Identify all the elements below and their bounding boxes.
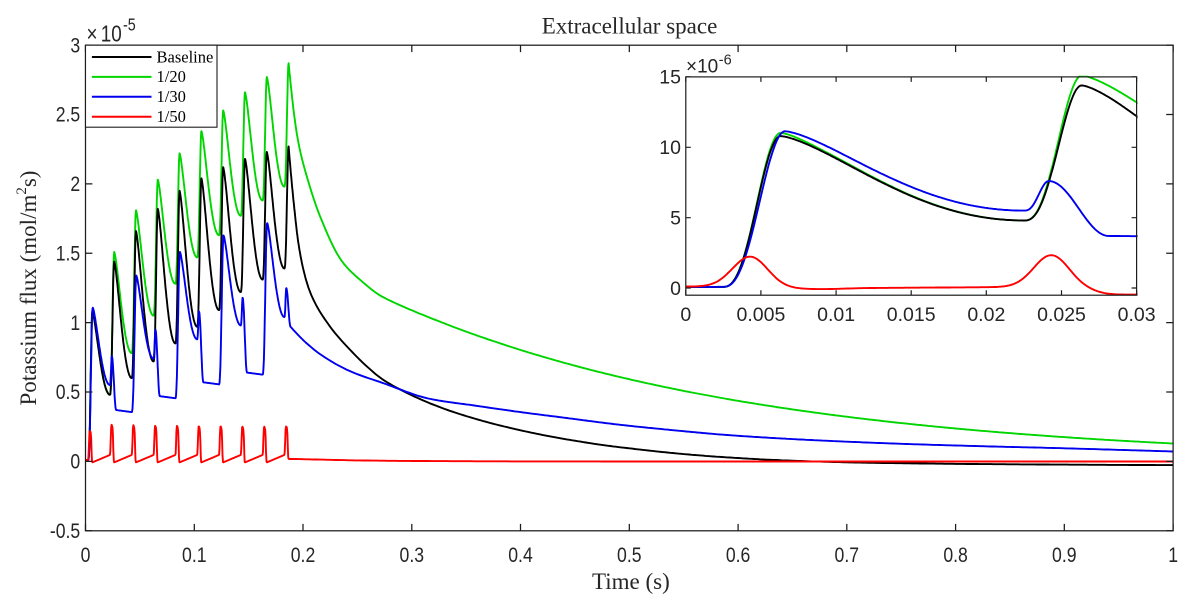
svg-text:0: 0 [670,278,681,300]
svg-text:0.5: 0.5 [56,381,81,405]
svg-text:Time (s): Time (s) [592,569,670,594]
svg-text:2.5: 2.5 [56,103,81,127]
svg-text:2: 2 [70,173,80,197]
svg-text:0.4: 0.4 [508,543,533,567]
svg-text:Extracellular space: Extracellular space [542,14,718,39]
svg-text:1/30: 1/30 [157,87,186,106]
svg-text:1.5: 1.5 [56,242,81,266]
svg-text:0.6: 0.6 [726,543,751,567]
svg-text:0: 0 [70,450,80,474]
svg-text:0: 0 [81,543,91,567]
svg-text:0.015: 0.015 [887,304,936,326]
svg-text:Baseline: Baseline [157,47,214,66]
svg-text:10: 10 [659,137,681,159]
svg-text:0: 0 [680,304,691,326]
svg-text:0.9: 0.9 [1052,543,1077,567]
svg-text:-0.5: -0.5 [50,519,80,543]
svg-text:0.2: 0.2 [291,543,316,567]
svg-text:3: 3 [70,34,80,58]
svg-text:0.5: 0.5 [617,543,642,567]
svg-text:0.1: 0.1 [182,543,207,567]
svg-text:×10-5: × 10-5 [87,16,136,47]
svg-text:0.03: 0.03 [1118,304,1156,326]
svg-text:0.02: 0.02 [967,304,1005,326]
svg-text:1/50: 1/50 [157,107,186,126]
svg-text:1: 1 [70,311,80,335]
svg-text:1/20: 1/20 [157,67,186,86]
svg-text:0.025: 0.025 [1037,304,1086,326]
svg-text:0.7: 0.7 [835,543,860,567]
svg-text:1: 1 [1168,543,1178,567]
svg-text:0.005: 0.005 [736,304,785,326]
svg-text:5: 5 [670,208,681,230]
svg-text:15: 15 [659,67,681,89]
svg-text:0.01: 0.01 [817,304,855,326]
svg-text:Potassium flux (mol/m2s): Potassium flux (mol/m2s) [14,171,41,406]
svg-text:0.8: 0.8 [943,543,968,567]
svg-text:0.3: 0.3 [400,543,425,567]
